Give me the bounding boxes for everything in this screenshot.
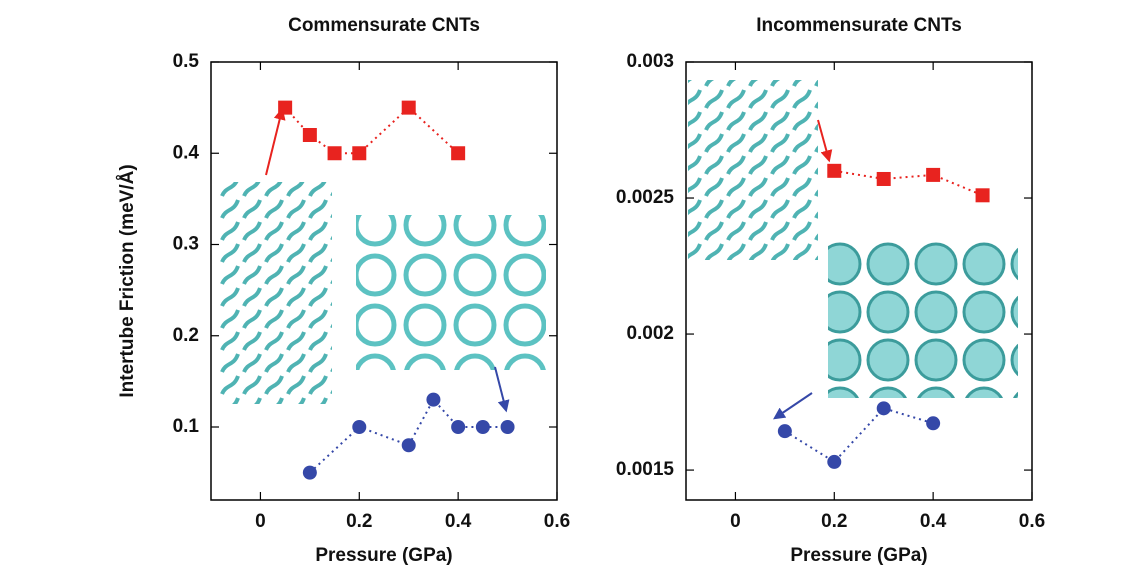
arrow [773, 392, 813, 420]
arrow [265, 107, 286, 176]
data-point [451, 146, 466, 161]
data-point [451, 420, 466, 434]
x-tick-label: 0.4 [920, 511, 947, 532]
arrow [494, 366, 510, 413]
arrow [817, 119, 833, 163]
inset-image [220, 182, 332, 404]
x-tick-label: 0.2 [346, 511, 372, 532]
y-tick-label: 0.2 [173, 325, 199, 346]
data-point [426, 392, 441, 407]
inset-image [688, 80, 818, 260]
y-tick-label: 0.3 [173, 234, 199, 255]
data-point [827, 454, 842, 469]
data-point [278, 100, 293, 115]
data-point [975, 188, 990, 203]
insets [220, 80, 1018, 420]
y-tick-label: 0.002 [626, 323, 674, 344]
data-point [302, 128, 317, 142]
data-point [352, 420, 367, 434]
y-tick-label: 0.1 [173, 416, 200, 437]
inset-image [828, 238, 1018, 398]
data-point [876, 401, 891, 416]
y-tick-label: 0.003 [626, 51, 674, 72]
x-axis-label: Pressure (GPa) [790, 545, 927, 566]
x-tick-label: 0 [255, 511, 266, 532]
data-point [827, 163, 842, 178]
data-point [876, 171, 891, 186]
x-tick-label: 0.6 [1019, 511, 1045, 532]
inset-image [356, 215, 546, 370]
x-tick-label: 0.2 [821, 511, 847, 532]
chart-title: Incommensurate CNTs [756, 15, 962, 36]
x-tick-label: 0.4 [445, 511, 472, 532]
data-point [302, 465, 317, 480]
x-axis-label: Pressure (GPa) [315, 545, 452, 566]
data-point [475, 420, 490, 434]
data-point [500, 420, 515, 434]
y-tick-label: 0.5 [173, 51, 200, 72]
plot-frame [210, 61, 558, 501]
data-point [777, 424, 792, 439]
chart-title: Commensurate CNTs [288, 15, 480, 36]
data-point [401, 438, 416, 453]
series-line [309, 397, 508, 474]
data-point [926, 167, 941, 182]
x-tick-label: 0 [730, 511, 741, 532]
y-tick-label: 0.4 [173, 142, 200, 163]
x-tick-label: 0.6 [544, 511, 570, 532]
data-point [401, 100, 416, 115]
series-line [834, 169, 983, 197]
data-point [926, 416, 941, 431]
data-point [327, 146, 342, 161]
series-line [784, 407, 934, 464]
y-tick-label: 0.0015 [616, 459, 675, 480]
data-point [352, 146, 367, 161]
y-axis-label: Intertube Friction (meV/Å) [117, 164, 138, 397]
y-tick-label: 0.0025 [616, 187, 675, 208]
plot-frame [685, 61, 1033, 501]
